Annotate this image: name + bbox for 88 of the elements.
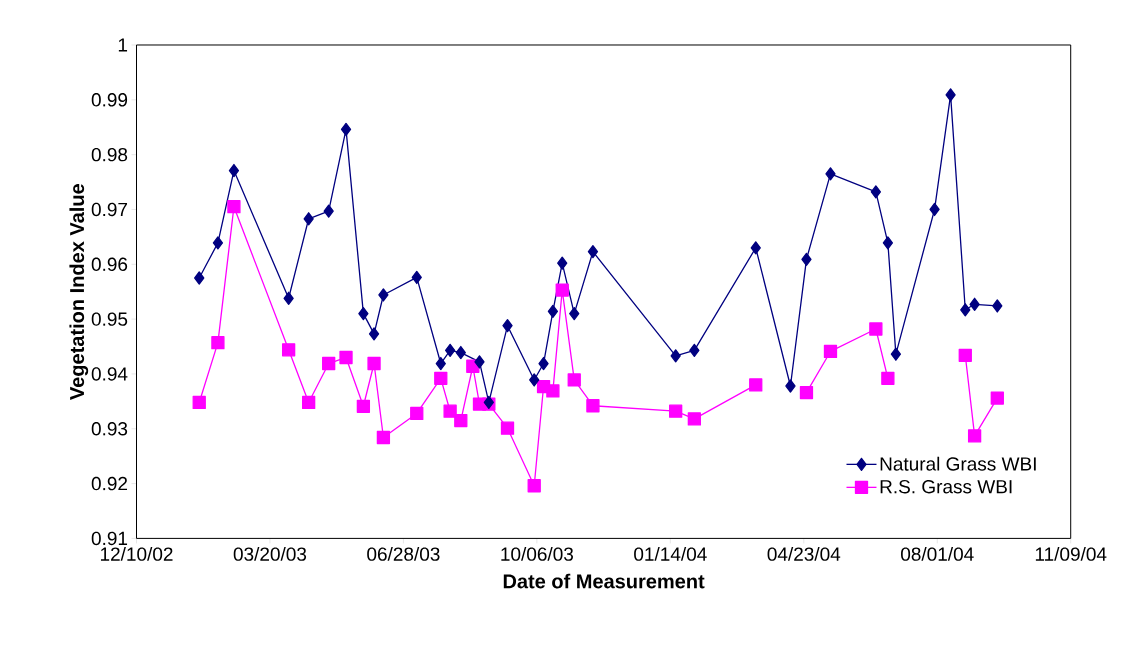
x-tick-label: 03/20/03 xyxy=(233,546,307,561)
point xyxy=(990,391,1004,405)
point xyxy=(434,371,448,385)
point xyxy=(323,204,334,218)
y-axis-title: Vegetation Index Value xyxy=(69,183,89,400)
point xyxy=(969,297,980,311)
point xyxy=(750,241,761,255)
point xyxy=(929,202,940,217)
y-tick-label: 0.98 xyxy=(91,147,128,162)
point xyxy=(801,252,812,266)
point xyxy=(945,88,956,102)
y-tick-label: 0.94 xyxy=(91,367,128,381)
point xyxy=(547,304,559,319)
y-tick-label: 0.92 xyxy=(91,476,128,491)
y-tick-label: 0.91 xyxy=(91,531,128,546)
point xyxy=(587,245,599,259)
y-tick-label: 0.96 xyxy=(91,257,128,272)
point xyxy=(302,395,316,410)
point xyxy=(569,306,580,321)
x-tick-label: 11/09/04 xyxy=(1035,546,1107,561)
x-tick-label: 04/23/04 xyxy=(767,546,841,561)
point xyxy=(227,200,241,214)
point xyxy=(502,319,513,333)
point xyxy=(410,406,424,421)
point xyxy=(212,236,224,250)
legend-label: Natural Grass WBI xyxy=(880,456,1036,471)
point xyxy=(339,350,353,365)
point xyxy=(444,343,456,358)
x-tick-label: 01/14/04 xyxy=(634,546,707,561)
point xyxy=(823,344,838,359)
point xyxy=(825,167,836,181)
point xyxy=(192,395,206,410)
point xyxy=(992,299,1003,313)
point xyxy=(687,412,702,426)
point xyxy=(378,288,389,302)
point xyxy=(555,283,569,297)
point xyxy=(538,356,549,371)
point xyxy=(870,185,882,199)
point xyxy=(500,421,515,435)
point xyxy=(890,347,902,361)
point xyxy=(194,271,205,285)
x-tick-label: 10/06/03 xyxy=(501,546,574,561)
point xyxy=(749,378,763,392)
point xyxy=(567,373,581,387)
y-tick-label: 0.99 xyxy=(91,93,128,107)
point xyxy=(340,122,352,137)
point xyxy=(557,256,568,270)
x-axis-title: Date of Measurement xyxy=(503,573,705,589)
point xyxy=(689,343,700,358)
point xyxy=(454,413,468,428)
point xyxy=(443,404,457,418)
y-tick-label: 0.93 xyxy=(91,422,128,436)
point xyxy=(283,291,294,305)
x-tick-label: 12/10/02 xyxy=(100,546,173,561)
point xyxy=(586,399,600,413)
point xyxy=(546,384,560,398)
point xyxy=(529,373,540,387)
point xyxy=(670,349,681,363)
point xyxy=(358,306,369,321)
point xyxy=(869,322,883,336)
point xyxy=(527,479,541,493)
point xyxy=(881,371,895,385)
point xyxy=(368,327,380,341)
point xyxy=(669,404,683,418)
point xyxy=(799,385,814,400)
point xyxy=(435,356,446,371)
point xyxy=(411,270,422,285)
point xyxy=(211,336,225,350)
point xyxy=(474,355,485,369)
point xyxy=(376,430,391,445)
point xyxy=(882,236,894,250)
point xyxy=(228,163,240,178)
point xyxy=(785,379,796,393)
point xyxy=(455,345,466,360)
x-tick-label: 06/28/03 xyxy=(367,546,440,561)
y-tick-label: 0.95 xyxy=(91,312,128,326)
point xyxy=(958,348,972,362)
point xyxy=(303,212,314,226)
point xyxy=(322,356,336,371)
point xyxy=(356,399,371,413)
y-tick-label: 0.97 xyxy=(91,202,128,217)
point xyxy=(281,343,296,357)
point xyxy=(960,303,971,317)
point xyxy=(967,429,982,443)
point xyxy=(367,356,381,371)
x-tick-label: 08/01/04 xyxy=(901,546,974,561)
y-tick-label: 1 xyxy=(118,38,128,52)
legend-label: R.S. Grass WBI xyxy=(880,479,1012,494)
